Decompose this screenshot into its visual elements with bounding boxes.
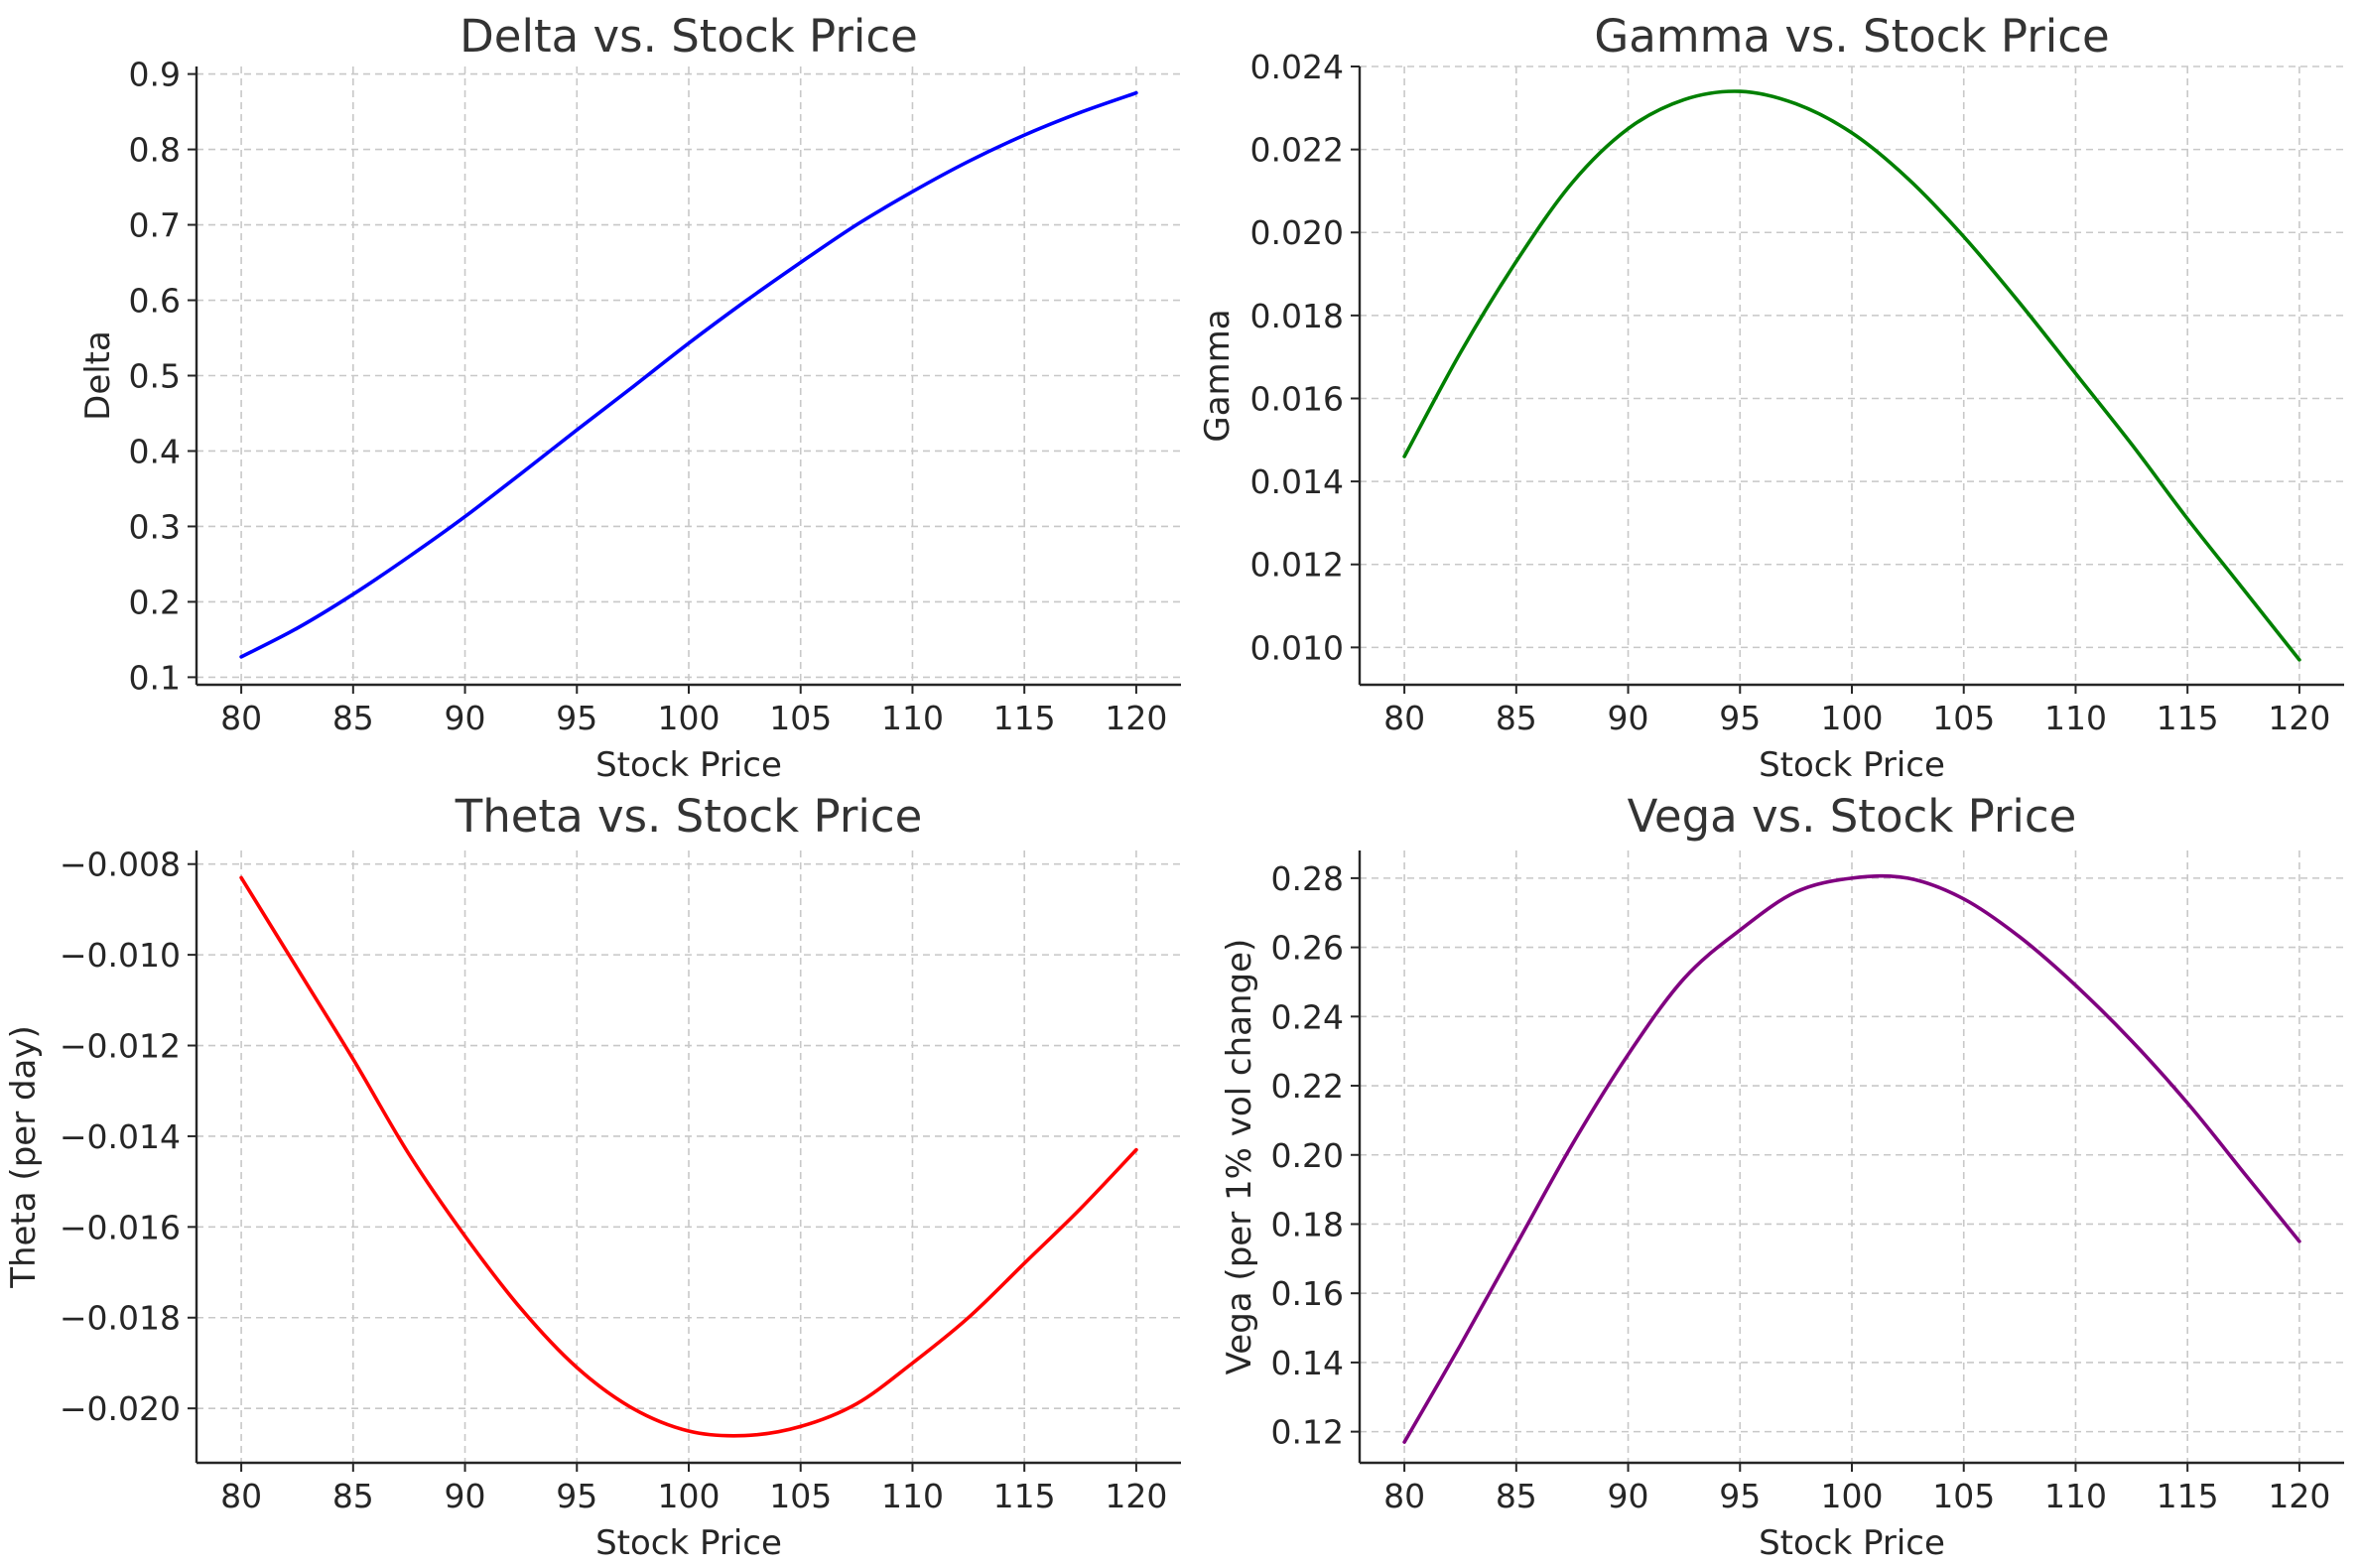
x-tick-label: 105	[1932, 699, 1995, 737]
y-tick-label: 0.28	[1271, 859, 1344, 898]
y-tick-label: 0.14	[1271, 1344, 1344, 1382]
y-tick-label: 0.022	[1250, 131, 1344, 170]
x-tick-label: 80	[1383, 1477, 1425, 1515]
y-tick-label: 0.20	[1271, 1136, 1344, 1175]
y-tick-label: −0.008	[60, 846, 181, 884]
x-tick-label: 90	[1608, 699, 1649, 737]
x-tick-label: 105	[1932, 1477, 1995, 1515]
x-tick-label: 120	[2268, 1477, 2330, 1515]
y-tick-label: 0.3	[129, 507, 181, 546]
y-axis-label: Theta (per day)	[4, 1025, 44, 1289]
x-tick-label: 110	[881, 1477, 944, 1515]
y-tick-label: −0.012	[60, 1027, 181, 1066]
y-tick-label: 0.7	[129, 206, 181, 245]
x-tick-label: 95	[556, 699, 597, 737]
y-tick-label: 0.8	[129, 131, 181, 170]
y-tick-label: 0.18	[1271, 1205, 1344, 1243]
x-tick-label: 95	[556, 1477, 597, 1515]
x-tick-label: 120	[2268, 699, 2330, 737]
x-tick-label: 100	[1821, 699, 1884, 737]
x-tick-label: 115	[2157, 699, 2219, 737]
y-axis-label: Gamma	[1198, 309, 1238, 442]
y-axis-label: Delta	[78, 330, 118, 421]
x-tick-label: 85	[332, 699, 374, 737]
x-axis-label: Stock Price	[1759, 745, 1945, 785]
y-tick-label: −0.016	[60, 1208, 181, 1246]
y-tick-label: 0.4	[129, 432, 181, 470]
x-tick-label: 105	[769, 699, 832, 737]
y-tick-label: 0.024	[1250, 48, 1344, 86]
x-tick-label: 80	[1383, 699, 1425, 737]
y-tick-label: 0.2	[129, 583, 181, 621]
chart-title: Vega vs. Stock Price	[1628, 790, 2077, 843]
theta-chart: 80 85 90 95 100 105 110 115 120 −0.020 −0.018 −0.01…	[4, 790, 1181, 1563]
y-tick-label: 0.018	[1250, 297, 1344, 335]
y-tick-label: 0.12	[1271, 1413, 1344, 1452]
x-tick-label: 110	[881, 699, 944, 737]
x-tick-label: 110	[2044, 699, 2107, 737]
y-axis-label: Vega (per 1% vol change)	[1220, 939, 1259, 1375]
x-tick-label: 100	[658, 1477, 721, 1515]
chart-title: Theta vs. Stock Price	[455, 790, 923, 843]
y-tick-label: 0.020	[1250, 213, 1344, 252]
x-tick-label: 120	[1105, 699, 1167, 737]
y-tick-label: 0.24	[1271, 997, 1344, 1036]
delta-series-line	[239, 90, 1138, 659]
x-tick-label: 95	[1719, 1477, 1761, 1515]
x-axis-label: Stock Price	[595, 1523, 782, 1563]
x-tick-label: 115	[993, 1477, 1056, 1515]
y-tick-label: 0.9	[129, 56, 181, 94]
theta-series-line	[239, 875, 1138, 1438]
x-axis-label: Stock Price	[1759, 1523, 1945, 1563]
chart-title: Gamma vs. Stock Price	[1594, 10, 2109, 63]
y-tick-label: 0.16	[1271, 1274, 1344, 1313]
x-tick-label: 90	[1608, 1477, 1649, 1515]
y-tick-label: 0.6	[129, 282, 181, 321]
gamma-series-line	[1402, 89, 2301, 662]
x-tick-label: 100	[1821, 1477, 1884, 1515]
x-tick-label: 95	[1719, 699, 1761, 737]
x-tick-label: 85	[1496, 1477, 1537, 1515]
x-tick-label: 80	[220, 699, 262, 737]
vega-chart: 80 85 90 95 100 105 110 115 120 0.12 0.14 0.16 0.18 0…	[1220, 790, 2344, 1563]
x-tick-label: 115	[993, 699, 1056, 737]
y-tick-label: 0.1	[129, 658, 181, 697]
x-tick-label: 120	[1105, 1477, 1167, 1515]
y-tick-label: 0.22	[1271, 1067, 1344, 1106]
y-tick-label: −0.014	[60, 1117, 181, 1156]
gamma-chart: 80 85 90 95 100 105 110 115 120 0.010 0.012 0.014 0.…	[1198, 10, 2344, 785]
x-tick-label: 90	[445, 699, 486, 737]
y-tick-label: −0.020	[60, 1389, 181, 1428]
delta-chart: 80 85 90 95 100 105 110 115 120 0.1 0.2 0.3 0.4 0.5 0.…	[78, 10, 1181, 785]
x-tick-label: 105	[769, 1477, 832, 1515]
x-tick-label: 90	[445, 1477, 486, 1515]
y-tick-label: −0.010	[60, 936, 181, 975]
x-tick-label: 110	[2044, 1477, 2107, 1515]
y-tick-label: 0.016	[1250, 379, 1344, 418]
x-tick-label: 85	[332, 1477, 374, 1515]
x-axis-label: Stock Price	[595, 745, 782, 785]
y-tick-label: 0.26	[1271, 929, 1344, 968]
y-tick-label: 0.012	[1250, 546, 1344, 585]
x-tick-label: 115	[2157, 1477, 2219, 1515]
x-tick-label: 85	[1496, 699, 1537, 737]
y-tick-label: 0.010	[1250, 628, 1344, 667]
y-tick-label: 0.014	[1250, 462, 1344, 501]
x-tick-label: 80	[220, 1477, 262, 1515]
x-tick-label: 100	[658, 699, 721, 737]
vega-series-line	[1402, 873, 2301, 1444]
y-tick-label: −0.018	[60, 1299, 181, 1338]
y-tick-label: 0.5	[129, 357, 181, 396]
chart-title: Delta vs. Stock Price	[459, 10, 918, 63]
